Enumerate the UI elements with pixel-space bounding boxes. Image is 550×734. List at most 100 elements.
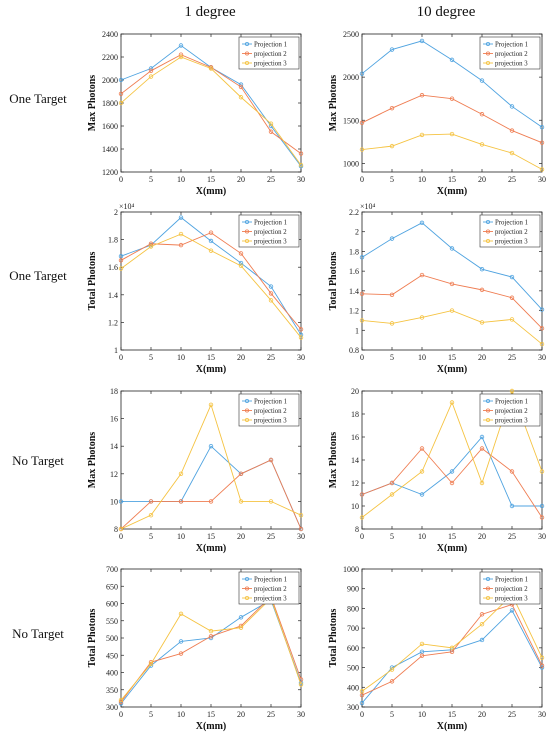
legend-marker-2: [486, 408, 491, 413]
series-line-3: [120, 233, 302, 338]
data-point-3: [178, 471, 184, 476]
data-point-2: [479, 287, 485, 293]
x-axis-label: X(mm): [437, 186, 468, 197]
series-line-1: [120, 216, 302, 336]
data-point-1: [178, 43, 184, 48]
data-point-3: [539, 167, 545, 172]
data-point-3: [479, 142, 485, 147]
legend-entry-1: Projection 1: [254, 220, 287, 227]
legend-marker-3: [245, 595, 250, 600]
data-point-2: [148, 499, 154, 504]
data-point-1: [419, 38, 425, 44]
legend-box: [479, 393, 541, 427]
data-point-2: [449, 281, 455, 287]
data-point-1: [359, 71, 365, 76]
chart-one-target-max-10deg: 1000 1500 2000 2500 0 5 10 15 20 25 30 X(mm) Max Pho…: [328, 30, 546, 197]
data-point-2: [148, 241, 154, 246]
x-tick-label: 20: [237, 532, 245, 541]
data-point-1: [389, 236, 395, 241]
data-point-2: [479, 446, 485, 451]
y-tick-label: 1: [114, 346, 118, 355]
data-point-2: [238, 471, 244, 476]
x-tick-label: 0: [119, 175, 123, 184]
x-tick-label: 5: [149, 532, 153, 541]
series-line-2: [120, 459, 302, 530]
y-tick-label: 1.8: [108, 236, 118, 245]
x-tick-label: 5: [390, 175, 394, 184]
y-tick-label: 1.6: [108, 263, 118, 272]
legend: Projection 1 projection 2 projection 3: [238, 214, 300, 248]
data-point-2: [539, 663, 545, 668]
chart-one-target-max-1deg: 1200 1400 1600 1800 2000 2200 2400 0 5 10 15 20 25 30…: [87, 30, 305, 197]
series-line-2: [361, 447, 543, 518]
data-point-1: [359, 255, 365, 260]
data-point-3: [389, 492, 395, 497]
data-point-3: [118, 100, 124, 106]
series-line-2: [361, 603, 543, 696]
x-tick-label: 20: [237, 175, 245, 184]
y-tick-label: 2400: [102, 30, 118, 39]
x-tick-label: 5: [149, 175, 153, 184]
legend-marker-3: [245, 60, 250, 65]
data-point-3: [449, 645, 455, 651]
data-point-2: [419, 446, 425, 451]
data-point-3: [298, 162, 304, 168]
series-line-2: [361, 94, 543, 144]
data-point-3: [419, 315, 425, 320]
data-point-3: [148, 244, 154, 249]
y-axis-label: Total Photons: [328, 608, 339, 667]
data-point-3: [389, 143, 395, 149]
x-tick-label: 20: [478, 710, 486, 719]
legend-marker-1: [245, 576, 250, 581]
x-axis-label: X(mm): [437, 721, 468, 732]
chart-no-target-max-10deg: 8 10 12 14 16 18 20 0 5 10 15 20 25 30 X(mm) Max Photon…: [328, 387, 546, 554]
legend-entry-3: projection 3: [254, 596, 287, 603]
y-tick-label: 800: [347, 604, 359, 613]
data-point-3: [178, 611, 184, 617]
data-point-2: [148, 68, 154, 73]
legend-entry-2: projection 2: [495, 408, 528, 415]
data-point-2: [359, 120, 365, 126]
data-point-3: [298, 512, 304, 518]
x-tick-label: 10: [177, 710, 185, 719]
y-tick-label: 1.2: [349, 307, 359, 316]
x-tick-label: 25: [508, 710, 516, 719]
y-axis-label: Max Photons: [87, 432, 98, 489]
legend-marker-1: [486, 398, 491, 403]
x-tick-label: 0: [360, 710, 364, 719]
x-tick-label: 5: [390, 353, 394, 362]
legend-box: [238, 393, 300, 427]
x-tick-label: 5: [390, 710, 394, 719]
x-tick-label: 0: [360, 532, 364, 541]
data-point-2: [118, 91, 124, 96]
y-tick-label: 600: [347, 644, 359, 653]
y-axis-label: Total Photons: [87, 251, 98, 310]
y-tick-label: 1.8: [349, 247, 359, 256]
y-tick-label: 1.4: [108, 291, 118, 300]
x-tick-label: 15: [448, 532, 456, 541]
x-tick-label: 20: [478, 353, 486, 362]
data-point-2: [449, 96, 455, 101]
legend-marker-2: [486, 586, 491, 591]
x-tick-label: 0: [119, 353, 123, 362]
y-tick-label: 2200: [102, 53, 118, 62]
legend-entry-1: Projection 1: [254, 577, 287, 584]
data-point-2: [238, 251, 244, 256]
data-point-1: [238, 260, 244, 266]
data-point-1: [208, 444, 214, 449]
data-point-2: [389, 679, 395, 684]
series-line-1: [361, 222, 543, 310]
data-point-3: [359, 318, 365, 323]
x-tick-label: 30: [297, 710, 305, 719]
y-tick-label: 14: [110, 442, 118, 451]
data-point-3: [449, 308, 455, 313]
legend-marker-3: [245, 238, 250, 243]
x-tick-label: 10: [418, 710, 426, 719]
data-point-1: [208, 238, 214, 244]
data-point-3: [419, 641, 425, 647]
data-point-3: [268, 298, 274, 303]
data-point-2: [419, 653, 425, 658]
row-label-one-target-max: One Target: [9, 91, 67, 106]
series-line-3: [120, 56, 302, 166]
series-line-2: [120, 232, 302, 330]
